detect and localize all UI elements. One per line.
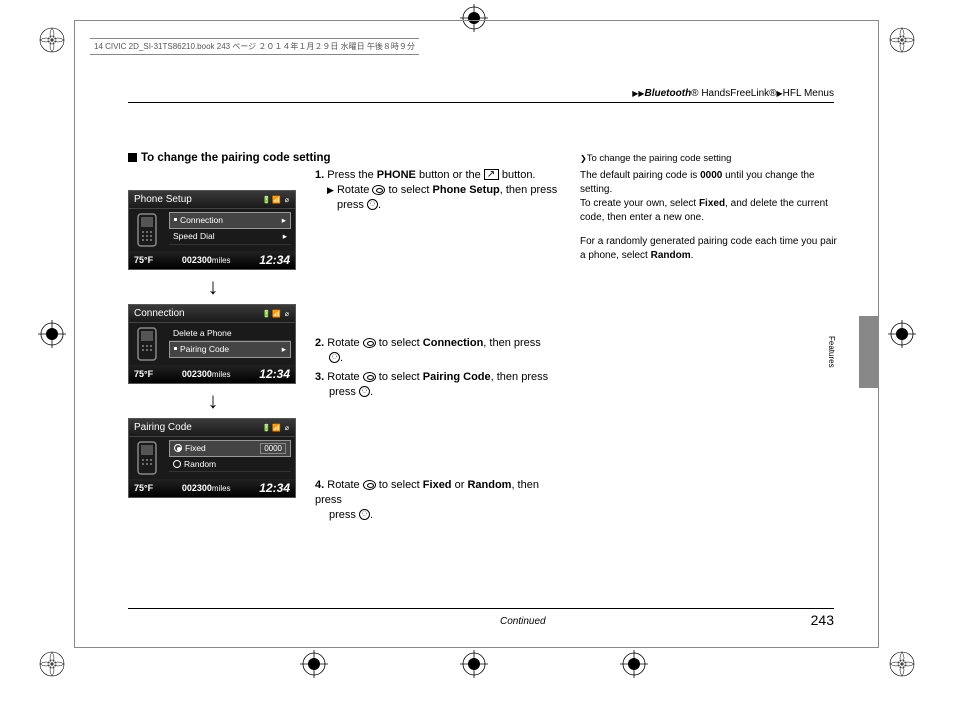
menu-item-speed-dial: Speed Dial▸ <box>169 229 291 245</box>
dial-icon <box>363 372 376 382</box>
section-tab <box>859 316 879 388</box>
down-arrow-icon: ↓ <box>128 390 298 412</box>
screen-title: Phone Setup <box>134 194 192 205</box>
screen-pairing-code: Pairing Code 🔋📶 ⌀ Fixed0000 Random 75°F 00… <box>128 418 296 498</box>
temp: 75°F <box>134 255 153 265</box>
menu-item-pairing-code: Pairing Code▸ <box>169 341 291 358</box>
screen-title: Pairing Code <box>134 422 192 433</box>
crop-mark-icon <box>38 650 66 678</box>
press-icon <box>359 386 370 397</box>
status-icons: 🔋📶 ⌀ <box>262 424 290 432</box>
crop-mark-icon <box>620 650 648 678</box>
menu-item-delete-phone: Delete a Phone <box>169 326 291 341</box>
odometer: 002300 <box>182 255 212 265</box>
sidebar-notes: ❯To change the pairing code setting The … <box>580 152 838 273</box>
footer-rule <box>128 608 834 609</box>
press-icon <box>367 199 378 210</box>
temp: 75°F <box>134 483 153 493</box>
press-icon <box>329 352 340 363</box>
phone-icon <box>129 209 165 251</box>
crop-mark-icon <box>38 320 66 348</box>
screen-title: Connection <box>134 308 185 319</box>
temp: 75°F <box>134 369 153 379</box>
status-icons: 🔋📶 ⌀ <box>262 196 290 204</box>
continued-label: Continued <box>500 616 546 627</box>
status-icons: 🔋📶 ⌀ <box>262 310 290 318</box>
down-arrow-icon: ↓ <box>128 276 298 298</box>
screen-connection: Connection 🔋📶 ⌀ Delete a Phone Pairing Co… <box>128 304 296 384</box>
breadcrumb: ▶▶Bluetooth® HandsFreeLink®▶HFL Menus <box>632 88 834 99</box>
crop-mark-icon <box>888 26 916 54</box>
menu-item-connection: Connection▸ <box>169 212 291 229</box>
odometer: 002300 <box>182 369 212 379</box>
menu-item-fixed: Fixed0000 <box>169 440 291 457</box>
phone-button-icon <box>484 169 499 180</box>
page-number: 243 <box>811 612 834 628</box>
crop-mark-icon <box>888 320 916 348</box>
clock: 12:34 <box>259 367 290 381</box>
step-2-3: 2. Rotate to select Connection, then pre… <box>315 336 560 403</box>
clock: 12:34 <box>259 253 290 267</box>
screens-column: Phone Setup🔋📶 ⌀ Connection▸ Speed Dial▸ … <box>128 190 298 504</box>
menu-item-random: Random <box>169 457 291 472</box>
clock: 12:34 <box>259 481 290 495</box>
code-value: 0000 <box>260 443 286 454</box>
crop-mark-icon <box>888 650 916 678</box>
breadcrumb-menus: HFL Menus <box>783 88 834 99</box>
header-rule <box>128 102 834 103</box>
section-tab-label: Features <box>827 336 836 368</box>
screen-phone-setup: Phone Setup🔋📶 ⌀ Connection▸ Speed Dial▸ … <box>128 190 296 270</box>
section-heading: To change the pairing code setting <box>128 152 331 164</box>
phone-icon <box>129 323 165 365</box>
dial-icon <box>363 338 376 348</box>
dial-icon <box>363 480 376 490</box>
crop-mark-icon <box>300 650 328 678</box>
odometer: 002300 <box>182 483 212 493</box>
step-1: 1. Press the PHONE button or the button.… <box>315 168 560 217</box>
crop-mark-icon <box>460 650 488 678</box>
phone-icon <box>129 437 165 479</box>
breadcrumb-bluetooth: Bluetooth <box>645 88 692 99</box>
dial-icon <box>372 185 385 195</box>
press-icon <box>359 509 370 520</box>
book-metadata: 14 CIVIC 2D_SI-31TS86210.book 243 ページ ２０… <box>90 38 419 55</box>
crop-mark-icon <box>38 26 66 54</box>
step-4: 4. Rotate to select Fixed or Random, the… <box>315 478 560 527</box>
breadcrumb-hfl: HandsFreeLink <box>701 88 769 99</box>
